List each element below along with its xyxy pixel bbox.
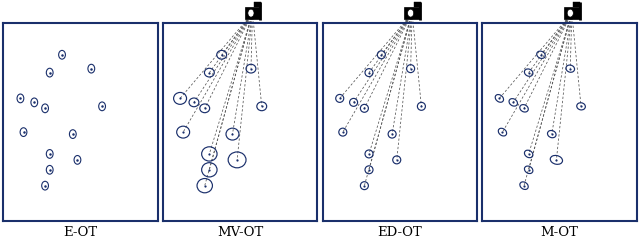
X-axis label: MV-OT: MV-OT: [217, 226, 263, 239]
Circle shape: [567, 9, 573, 17]
Bar: [254, 2, 261, 7]
X-axis label: ED-OT: ED-OT: [378, 226, 422, 239]
Bar: [573, 2, 580, 7]
FancyBboxPatch shape: [244, 7, 260, 19]
FancyBboxPatch shape: [564, 7, 579, 19]
Circle shape: [408, 9, 413, 17]
Bar: [413, 2, 420, 7]
Circle shape: [248, 9, 254, 17]
FancyBboxPatch shape: [404, 7, 420, 19]
X-axis label: E-OT: E-OT: [63, 226, 97, 239]
X-axis label: M-OT: M-OT: [541, 226, 579, 239]
